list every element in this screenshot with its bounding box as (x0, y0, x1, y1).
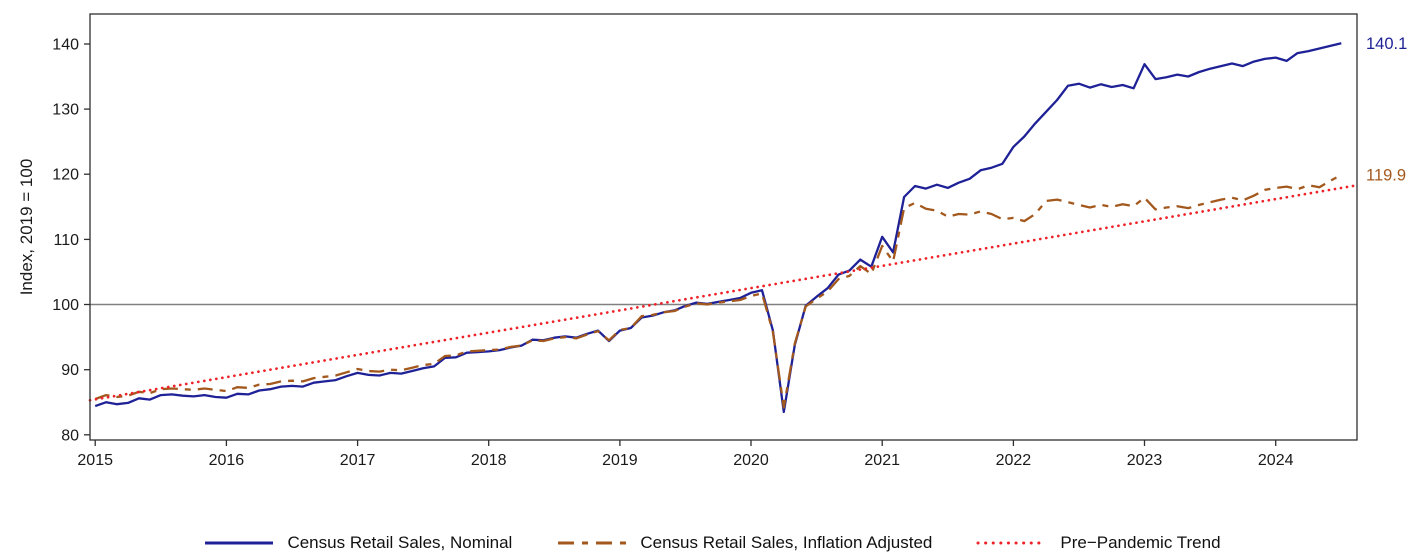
x-tick-label: 2023 (1127, 452, 1163, 469)
x-tick-label: 2024 (1258, 452, 1294, 469)
x-tick-label: 2019 (602, 452, 638, 469)
x-tick-label: 2020 (733, 452, 769, 469)
x-tick-label: 2017 (340, 452, 376, 469)
legend-swatch-inflation-adjusted (558, 541, 627, 545)
x-tick-label: 2022 (996, 452, 1032, 469)
y-tick-label: 80 (61, 427, 79, 444)
legend-label-trend: Pre−Pandemic Trend (1060, 533, 1221, 552)
series-line-nominal (94, 42, 1342, 414)
end-label-nominal: 140.1 (1366, 35, 1407, 53)
y-axis-title: Index, 2019 = 100 (17, 159, 36, 296)
x-tick-label: 2021 (864, 452, 900, 469)
y-tick-label: 90 (61, 362, 79, 379)
y-tick-label: 130 (52, 102, 79, 119)
series-line-real (94, 173, 1342, 409)
legend-item-trend: Pre−Pandemic Trend (976, 533, 1221, 553)
legend-item-inflation-adjusted: Census Retail Sales, Inflation Adjusted (556, 533, 932, 553)
legend-label-nominal: Census Retail Sales, Nominal (287, 533, 513, 552)
x-tick-label: 2015 (77, 452, 113, 469)
plot-border (89, 13, 1358, 441)
x-tick-label: 2018 (471, 452, 507, 469)
x-tick-label: 2016 (209, 452, 245, 469)
end-label-real: 119.9 (1366, 166, 1406, 184)
legend-swatch-nominal (205, 541, 274, 545)
y-tick-label: 110 (53, 232, 79, 249)
legend-swatch-trend (976, 541, 1048, 545)
y-tick-label: 120 (52, 167, 79, 184)
y-tick-label: 100 (52, 297, 79, 314)
legend-label-inflation-adjusted: Census Retail Sales, Inflation Adjusted (640, 533, 933, 552)
legend: Census Retail Sales, Nominal Census Reta… (0, 533, 1424, 553)
y-tick-label: 140 (52, 37, 79, 54)
series-line-trend (88, 183, 1359, 402)
legend-item-nominal: Census Retail Sales, Nominal (203, 533, 512, 553)
